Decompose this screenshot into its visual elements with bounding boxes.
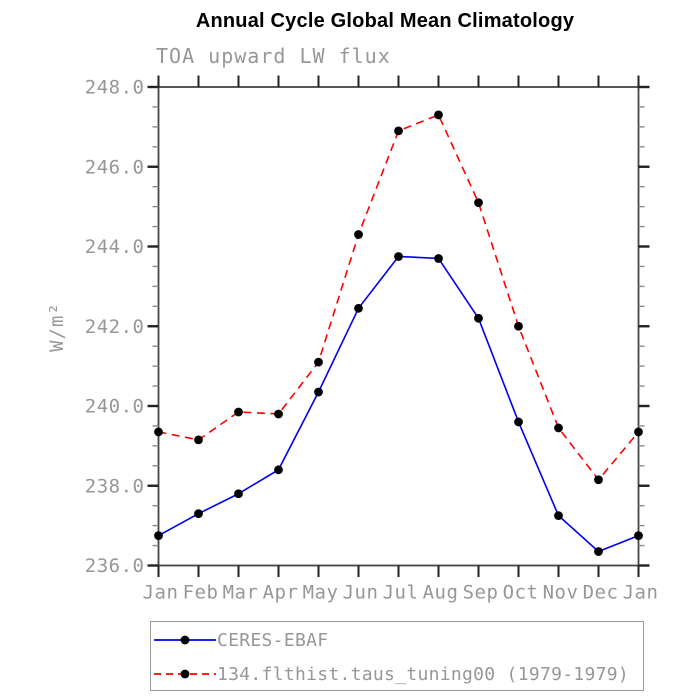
data-point-marker: [514, 321, 523, 331]
month-label: Jan: [623, 582, 659, 604]
month-label: Dec: [583, 582, 619, 604]
data-point-marker: [554, 511, 563, 521]
legend-marker-dot-icon: [180, 635, 190, 645]
data-point-marker: [354, 303, 363, 313]
legend-label-model: 134.flthist.taus_tuning00 (1979-1979): [217, 663, 630, 685]
data-point-marker: [394, 126, 403, 136]
data-point-marker: [434, 254, 443, 263]
data-point-marker: [154, 531, 163, 540]
legend-model-line-sample: [154, 669, 216, 679]
data-point-marker: [474, 313, 483, 323]
chart-title: Annual Cycle Global Mean Climatology: [195, 10, 575, 32]
month-label: May: [303, 582, 339, 604]
legend-ceres-line-sample: [154, 635, 216, 645]
data-point-marker: [594, 475, 603, 485]
data-point-marker: [554, 423, 563, 433]
month-label: Jul: [383, 582, 419, 604]
y-tick-label: 246.0: [85, 156, 145, 178]
data-point-marker: [634, 427, 643, 437]
legend-label-ceres: CERES-EBAF: [217, 629, 329, 651]
series-line-0: [158, 255, 639, 553]
legend-entry-model: 134.flthist.taus_tuning00 (1979-1979): [153, 663, 630, 685]
data-point-marker: [234, 407, 243, 417]
data-point-marker: [314, 387, 323, 397]
data-point-marker: [394, 252, 403, 261]
data-point-marker: [274, 409, 283, 419]
y-tick-label: 244.0: [85, 236, 145, 258]
month-label: Apr: [263, 582, 299, 604]
data-point-marker: [194, 509, 203, 519]
y-tick-label: 242.0: [85, 316, 145, 338]
month-label: Aug: [423, 582, 459, 604]
legend-entry-ceres: CERES-EBAF: [153, 629, 329, 651]
data-point-marker: [314, 357, 323, 367]
data-point-marker: [474, 198, 483, 208]
chart-subtitle: TOA upward LW flux: [156, 44, 391, 68]
month-label: Jun: [343, 582, 379, 604]
y-tick-label: 238.0: [85, 475, 145, 497]
data-point-marker: [234, 489, 243, 499]
month-label: Jan: [143, 582, 179, 604]
month-label: Sep: [463, 582, 499, 604]
data-point-marker: [634, 531, 643, 540]
month-label: Mar: [223, 582, 259, 604]
month-label: Nov: [543, 582, 579, 604]
y-tick-label: 248.0: [85, 77, 145, 99]
data-point-marker: [154, 427, 163, 437]
month-label: Feb: [183, 582, 219, 604]
data-point-marker: [514, 417, 523, 427]
y-tick-label: 240.0: [85, 396, 145, 418]
month-label: Oct: [503, 582, 539, 604]
y-tick-label: 236.0: [85, 555, 145, 577]
series-line-1: [158, 114, 640, 481]
legend-marker-dot-icon: [180, 669, 190, 679]
data-point-marker: [274, 465, 283, 475]
plot-frame: [157, 86, 640, 567]
data-point-marker: [194, 435, 203, 445]
legend: CERES-EBAF 134.flthist.taus_tuning00 (19…: [150, 621, 644, 691]
data-point-marker: [434, 110, 443, 120]
data-point-marker: [594, 547, 603, 556]
data-point-marker: [354, 230, 363, 239]
